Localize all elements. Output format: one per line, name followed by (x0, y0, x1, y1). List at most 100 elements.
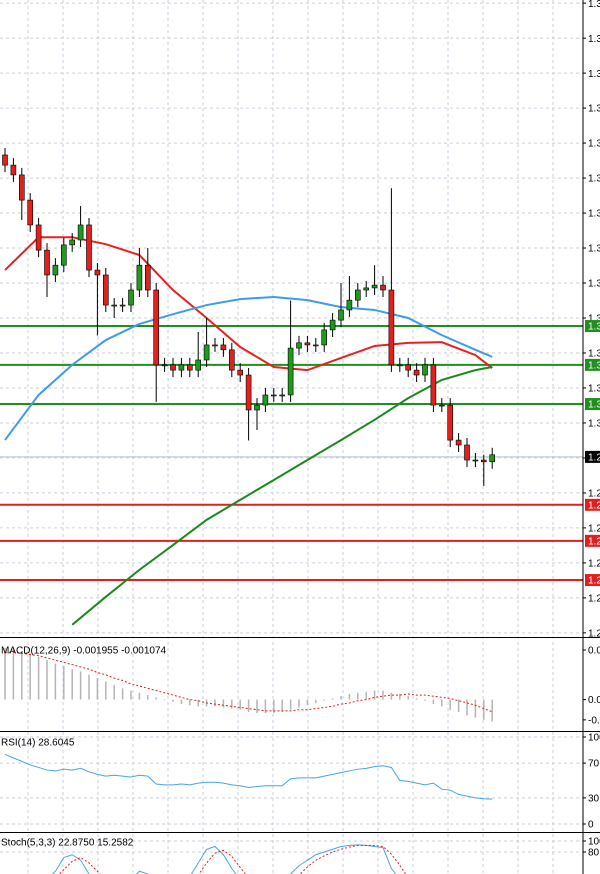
y-tick-label: 1.3 (588, 104, 600, 115)
macd-bar (172, 699, 174, 702)
y-tick-label: 80 (588, 848, 600, 859)
y-tick-label: 0.0 (588, 646, 600, 657)
macd-bar (365, 691, 367, 700)
rsi-line (4, 753, 493, 800)
candle-body (44, 249, 50, 276)
macd-bar (289, 699, 292, 710)
moving-average (71, 365, 493, 626)
macd-bar (138, 692, 141, 700)
y-tick-label: 1.3 (588, 139, 600, 150)
candle-body (338, 309, 344, 321)
macd-bar (105, 681, 107, 700)
candle-body (405, 364, 412, 371)
current-price-label: 1.2 (588, 453, 600, 464)
moving-average (4, 296, 493, 441)
macd-bar (399, 693, 401, 700)
y-tick-label: 1.3 (588, 244, 600, 255)
candle-body (27, 199, 34, 226)
macd-bar (63, 665, 65, 700)
macd-bar (4, 647, 6, 700)
macd-bar (256, 699, 258, 714)
panel-title: RSI(14) 28.6045 (1, 738, 75, 749)
macd-bar (415, 698, 418, 700)
y-tick-label: 0.0 (588, 695, 600, 706)
candle-body (69, 239, 75, 246)
level-label: 1.2 (588, 536, 600, 547)
macd-bar (21, 651, 23, 700)
y-tick-label: 1.2 (588, 628, 600, 639)
candle-body (304, 342, 311, 346)
candle-body (161, 364, 168, 367)
macd-bar (449, 699, 451, 710)
macd-bar (306, 699, 309, 706)
macd-bar (163, 699, 166, 701)
candle-body (413, 369, 420, 376)
macd-bar (79, 671, 82, 700)
y-tick-label: 1.3 (588, 34, 600, 45)
candle-body (354, 289, 361, 301)
macd-bar (348, 693, 351, 700)
candle-body (371, 284, 378, 289)
y-tick-label: 1.3 (588, 419, 600, 430)
candle-body (60, 244, 67, 266)
y-tick-label: 1.2 (588, 594, 600, 605)
candle-body (212, 344, 218, 347)
y-tick-label: 1.3 (588, 384, 600, 395)
macd-bar (407, 696, 409, 700)
candle-body (229, 349, 235, 371)
candle-body (220, 344, 227, 351)
panel-candlestick (0, 2, 583, 634)
level-label-box (585, 398, 600, 411)
candle-body (145, 264, 151, 291)
candle-body (77, 224, 84, 241)
level-label-box (585, 534, 600, 547)
macd-bar (214, 699, 216, 707)
candle-body (52, 264, 59, 276)
candle-body (329, 319, 336, 331)
panel-macd (4, 647, 493, 722)
candle-body (195, 359, 201, 371)
macd-bar (315, 699, 317, 703)
macd-bar (37, 656, 40, 700)
macd-bar (247, 699, 250, 712)
macd-bar (298, 699, 300, 708)
candle-body (287, 347, 294, 396)
stoch-main (51, 844, 397, 874)
macd-bar (29, 653, 31, 700)
macd-bar (197, 699, 199, 707)
candle-body (489, 454, 496, 463)
candle-body (10, 164, 17, 176)
macd-bar (323, 699, 325, 701)
y-tick-label: 1.3 (588, 209, 600, 220)
y-tick-label: 70 (588, 759, 600, 770)
level-label: 1.2 (588, 576, 600, 587)
candle-body (35, 224, 42, 251)
candle-body (270, 394, 277, 397)
macd-bar (130, 690, 132, 700)
level-label: 1.2 (588, 500, 600, 511)
macd-bar (88, 674, 90, 700)
candle-body (170, 364, 176, 371)
macd-bar (432, 699, 435, 705)
panel-stoch (0, 840, 583, 874)
y-tick-label: 1.3 (588, 69, 600, 80)
candle-body (380, 284, 386, 291)
y-tick-label: 0 (588, 820, 594, 831)
candle-body (388, 289, 395, 366)
panel-line (0, 736, 583, 825)
candle-body (321, 329, 328, 346)
level-label: 1.3 (588, 322, 600, 333)
macd-bar (331, 698, 334, 700)
y-tick-label: 1.2 (588, 524, 600, 535)
y-tick-label: 1.2 (588, 559, 600, 570)
macd-bar (222, 699, 225, 708)
candle-body (455, 439, 462, 446)
level-label: 1.3 (588, 361, 600, 372)
macd-bar (357, 692, 359, 700)
macd-bar (264, 699, 267, 714)
macd-bar (46, 660, 48, 700)
macd-bar (239, 699, 241, 710)
candle-body (187, 364, 193, 371)
candle-body (94, 269, 101, 276)
